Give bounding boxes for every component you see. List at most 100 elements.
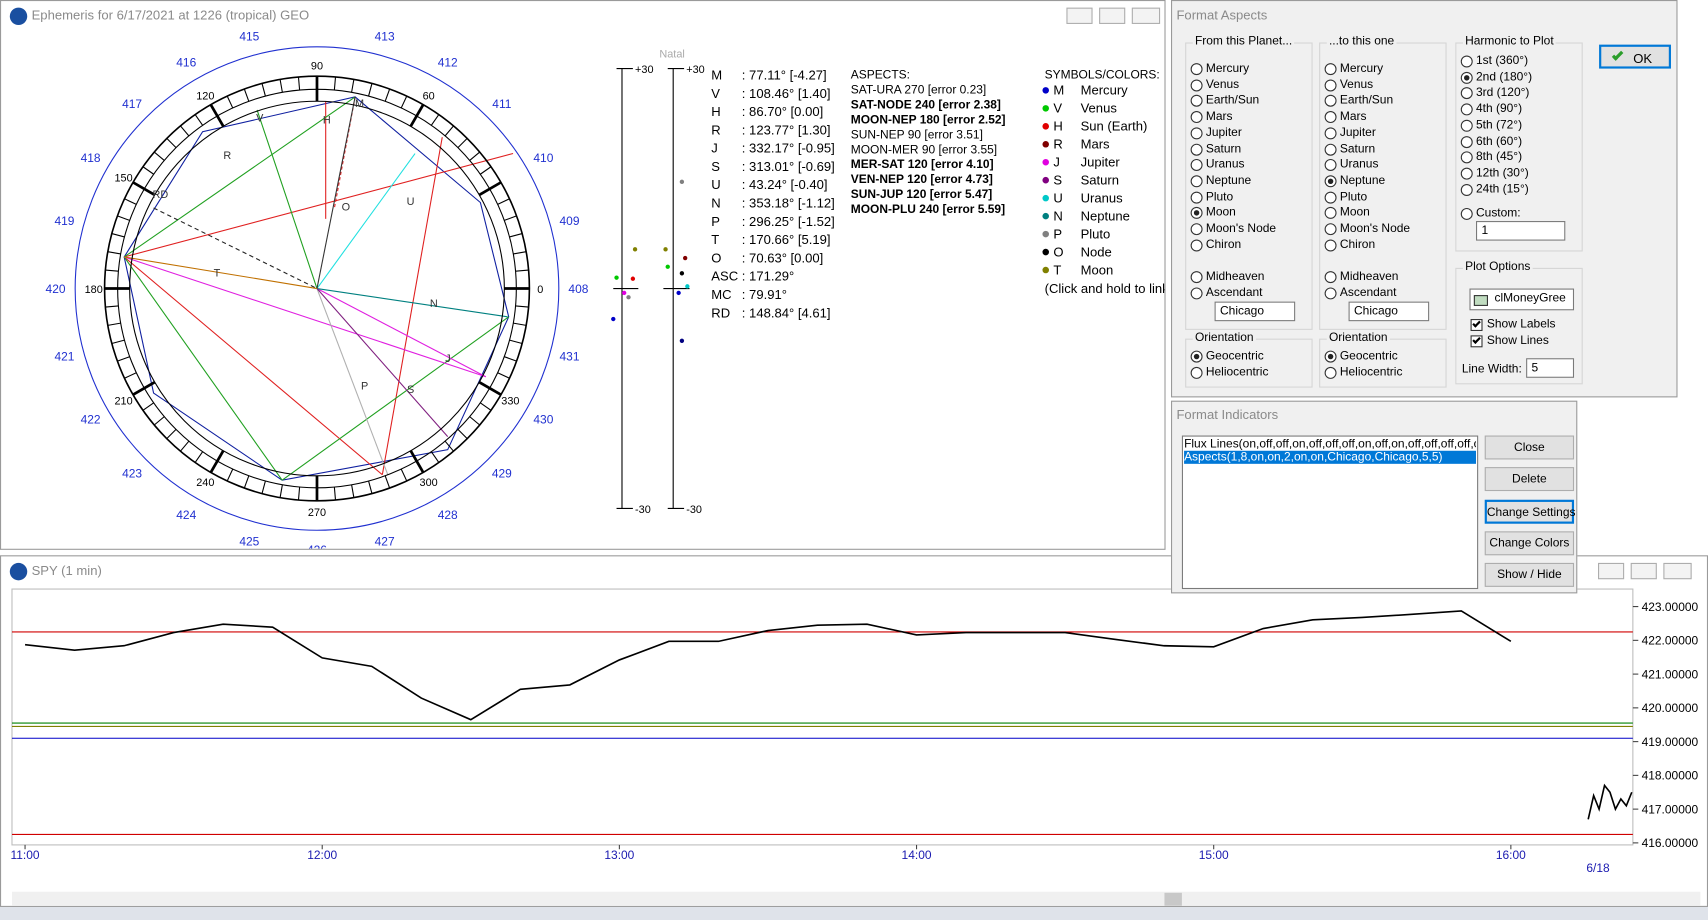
radio-button[interactable] — [1190, 366, 1203, 379]
minimize-button[interactable] — [1598, 562, 1625, 580]
radio-button[interactable] — [1460, 119, 1473, 132]
radio-button[interactable] — [1324, 191, 1337, 204]
position-label: O — [711, 250, 721, 265]
close-button[interactable] — [1131, 7, 1161, 24]
radio-button[interactable] — [1324, 350, 1337, 363]
radio-label: 12th (30°) — [1476, 166, 1529, 180]
radio-button[interactable] — [1190, 239, 1203, 252]
aspect-line — [316, 153, 416, 289]
custom-input[interactable]: 1 — [1476, 221, 1566, 241]
radio-button[interactable] — [1460, 151, 1473, 164]
radio-button[interactable] — [1190, 175, 1203, 188]
wheel-tick — [497, 372, 510, 379]
radio-button[interactable] — [1190, 111, 1203, 124]
minimize-button[interactable] — [1066, 7, 1093, 24]
radio-button[interactable] — [1190, 63, 1203, 76]
color-select[interactable]: clMoneyGree — [1469, 288, 1575, 311]
radio-label: Heliocentric — [1205, 365, 1269, 379]
radio-label: Moon — [1205, 206, 1236, 220]
dialog-button[interactable]: Close — [1484, 435, 1575, 460]
radio-button[interactable] — [1460, 71, 1473, 84]
natal-dot — [611, 316, 616, 322]
aspect-line — [316, 96, 356, 289]
radio-button[interactable] — [1460, 87, 1473, 100]
close-button[interactable] — [1663, 562, 1692, 580]
radio-button[interactable] — [1324, 366, 1337, 379]
aspect-item: SAT-URA 270 [error 0.23] — [851, 83, 987, 97]
radio-button[interactable] — [1190, 79, 1203, 92]
radio-button[interactable] — [1460, 208, 1473, 221]
radio-button[interactable] — [1324, 175, 1337, 188]
wheel-tick — [194, 451, 204, 463]
radio-label: Custom: — [1476, 207, 1521, 221]
symbol-name: Sun (Earth) — [1081, 119, 1148, 134]
indicator-item[interactable]: Flux Lines(on,off,off,on,off,off,off,on,… — [1184, 437, 1477, 451]
location-select[interactable]: Chicago — [1348, 301, 1430, 322]
symbol-letter: R — [1053, 137, 1062, 152]
radio-button[interactable] — [1324, 271, 1337, 284]
radio-button[interactable] — [1190, 191, 1203, 204]
position-value: : 332.17° [-0.95] — [742, 141, 835, 156]
radio-button[interactable] — [1460, 103, 1473, 116]
radio-button[interactable] — [1460, 135, 1473, 148]
radio-button[interactable] — [1190, 287, 1203, 300]
dialog-button[interactable]: Change Colors — [1484, 531, 1575, 556]
wheel-tick — [107, 322, 121, 326]
format-indicators-dialog: Format Indicators Flux Lines(on,off,off,o… — [1170, 400, 1578, 594]
symbol-name: Uranus — [1081, 191, 1124, 206]
symbol-letter: O — [1053, 244, 1063, 259]
radio-button[interactable] — [1324, 111, 1337, 124]
dialog-button[interactable]: Change Settings — [1484, 499, 1576, 524]
radio-button[interactable] — [1324, 207, 1337, 220]
radio-button[interactable] — [1460, 167, 1473, 180]
radio-button[interactable] — [1190, 350, 1203, 363]
radio-button[interactable] — [1324, 95, 1337, 108]
position-label: R — [711, 122, 720, 137]
radio-button[interactable] — [1190, 127, 1203, 140]
position-label: J — [711, 141, 718, 156]
radio-button[interactable] — [1324, 223, 1337, 236]
radio-button[interactable] — [1190, 207, 1203, 220]
wheel-tick — [409, 103, 425, 128]
dialog-button[interactable]: Show / Hide — [1484, 563, 1575, 588]
natal-bottom: -30 — [635, 504, 651, 516]
radio-button[interactable] — [1324, 239, 1337, 252]
radio-button[interactable] — [1190, 95, 1203, 108]
natal-scale — [611, 68, 690, 510]
outer-label: 431 — [560, 350, 580, 364]
radio-button[interactable] — [1324, 143, 1337, 156]
location-select[interactable]: Chicago — [1214, 301, 1296, 322]
radio-button[interactable] — [1324, 63, 1337, 76]
symbol-swatch — [1042, 248, 1049, 256]
symbol-letter: V — [1053, 101, 1062, 116]
checkbox[interactable] — [1470, 335, 1483, 348]
radio-button[interactable] — [1324, 127, 1337, 140]
radio-button[interactable] — [1190, 223, 1203, 236]
radio-button[interactable] — [1324, 79, 1337, 92]
aspect-line — [316, 288, 487, 378]
scrollbar[interactable] — [11, 891, 1701, 906]
radio-button[interactable] — [1190, 271, 1203, 284]
line-width-select[interactable]: 5 — [1526, 358, 1575, 378]
degree-label: 180 — [85, 284, 103, 296]
degree-label: 210 — [115, 395, 133, 407]
symbol-swatch — [1042, 158, 1049, 166]
radio-button[interactable] — [1190, 159, 1203, 172]
symbol-letter: J — [1053, 155, 1060, 170]
ok-button[interactable]: OK — [1599, 44, 1671, 69]
indicator-item[interactable]: Aspects(1,8,on,on,2,on,on,Chicago,Chicag… — [1184, 450, 1477, 464]
wheel-tick — [351, 79, 355, 93]
maximize-button[interactable] — [1630, 562, 1657, 580]
radio-button[interactable] — [1190, 143, 1203, 156]
y-tick-label: 423.00000 — [1642, 600, 1699, 614]
radio-button[interactable] — [1460, 183, 1473, 196]
radio-button[interactable] — [1324, 159, 1337, 172]
radio-button[interactable] — [1460, 55, 1473, 68]
dialog-button[interactable]: Delete — [1484, 467, 1575, 492]
maximize-button[interactable] — [1099, 7, 1126, 24]
scroll-thumb[interactable] — [1164, 892, 1182, 906]
wheel-tick — [479, 166, 492, 175]
checkbox[interactable] — [1470, 319, 1483, 331]
radio-button[interactable] — [1324, 287, 1337, 300]
wheel-tick — [117, 215, 130, 221]
